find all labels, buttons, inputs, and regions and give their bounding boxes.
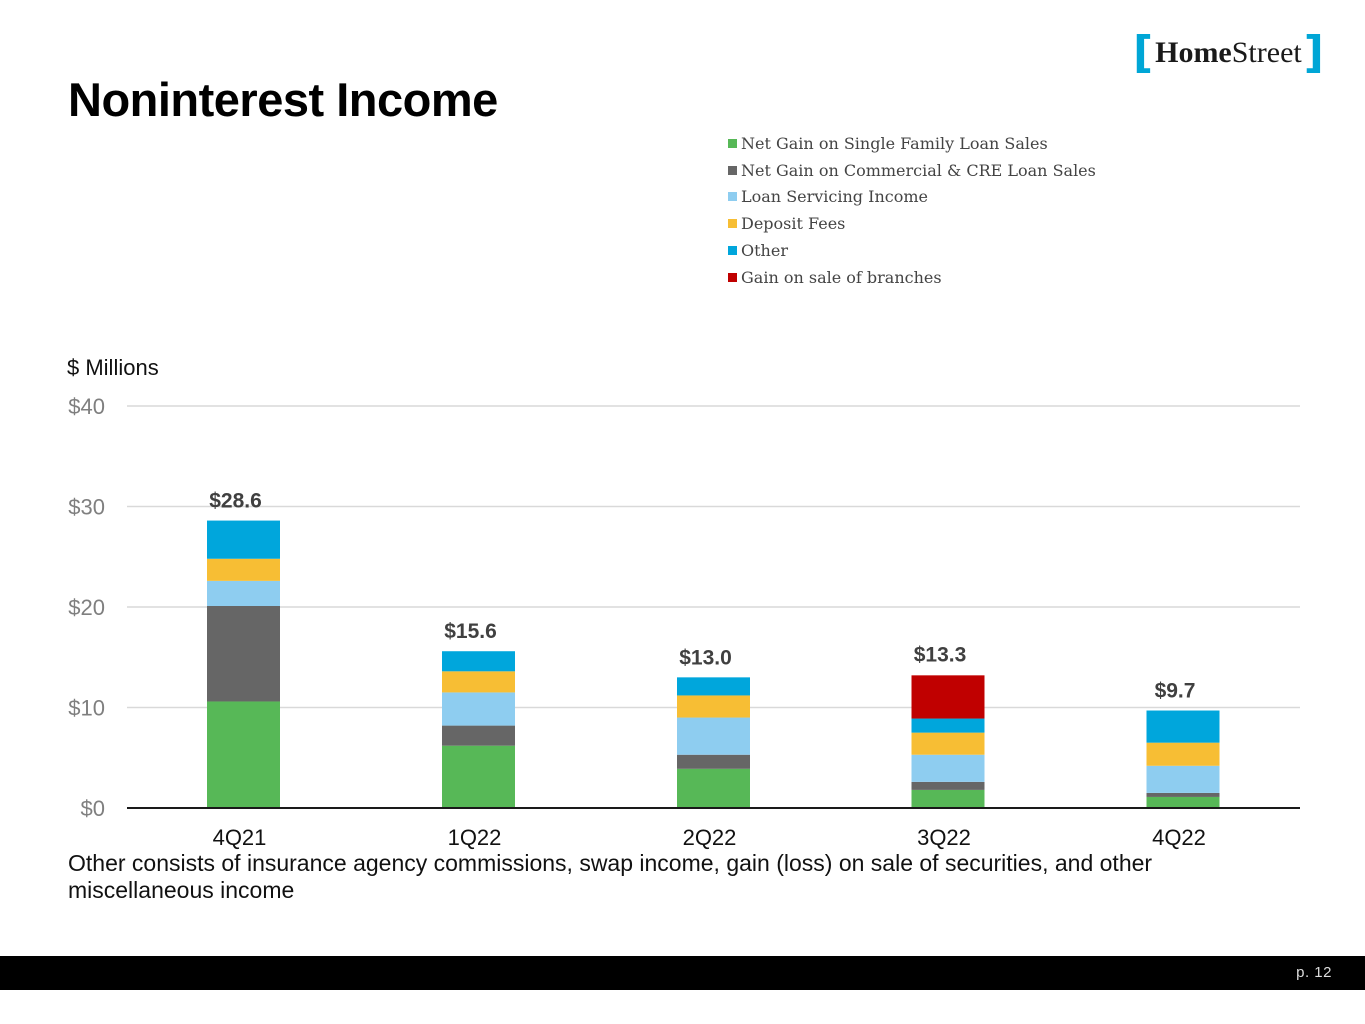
- x-tick-label: 2Q22: [683, 825, 737, 850]
- legend-swatch: [728, 138, 737, 148]
- legend-swatch: [728, 272, 737, 282]
- chart-legend: Net Gain on Single Family Loan Sales Net …: [728, 130, 1096, 291]
- legend-item: Loan Servicing Income: [728, 184, 1096, 211]
- bar-segment: [911, 789, 985, 808]
- y-tick-label: $30: [68, 495, 105, 520]
- x-tick-label: 1Q22: [448, 825, 502, 850]
- page-number: p. 12: [1296, 964, 1332, 981]
- bar-segment: [442, 725, 515, 746]
- logo-home-text: Home: [1155, 36, 1232, 69]
- legend-item: Other: [728, 237, 1096, 264]
- bar-segment: [207, 701, 280, 808]
- bar-segment: [442, 692, 515, 726]
- bar-segment: [677, 717, 750, 755]
- page-title: Noninterest Income: [68, 73, 498, 126]
- legend-item: Gain on sale of branches: [728, 264, 1096, 291]
- legend-swatch: [728, 165, 737, 175]
- bar-segment: [1146, 796, 1220, 808]
- bar-segment: [1146, 792, 1220, 797]
- bar-total-label: $13.0: [679, 646, 732, 669]
- bar-segment: [911, 675, 985, 719]
- y-tick-label: $0: [81, 796, 105, 821]
- bar-total-label: $9.7: [1155, 680, 1196, 703]
- bar-segment: [911, 781, 985, 790]
- logo-street-text: Street: [1231, 36, 1302, 69]
- legend-swatch: [728, 246, 737, 256]
- legend-label: Net Gain on Single Family Loan Sales: [741, 133, 1048, 153]
- homestreet-logo: [ HomeStreet ]: [1133, 27, 1324, 78]
- bar-segment: [207, 580, 280, 606]
- y-tick-label: $10: [68, 696, 105, 721]
- legend-item: Net Gain on Commercial & CRE Loan Sales: [728, 157, 1096, 184]
- bar-segment: [911, 754, 985, 782]
- bar-segment: [1146, 742, 1220, 766]
- legend-label: Other: [741, 241, 788, 261]
- bar-segment: [677, 677, 750, 696]
- y-tick-label: $40: [68, 394, 105, 419]
- legend-label: Gain on sale of branches: [741, 267, 942, 287]
- bar-segment: [677, 695, 750, 718]
- y-axis-unit-label: $ Millions: [67, 355, 159, 380]
- legend-label: Deposit Fees: [741, 214, 846, 234]
- legend-swatch: [728, 192, 737, 202]
- bar-segment: [1146, 710, 1220, 743]
- footnote: Other consists of insurance agency commi…: [68, 850, 1153, 903]
- legend-item: Deposit Fees: [728, 210, 1096, 237]
- bar-total-label: $28.6: [209, 490, 262, 513]
- bar-segment: [911, 718, 985, 733]
- logo-left-bracket: [: [1133, 27, 1154, 78]
- bar-segment: [1146, 765, 1220, 793]
- legend-label: Net Gain on Commercial & CRE Loan Sales: [741, 160, 1096, 180]
- legend-swatch: [728, 219, 737, 229]
- footer-bar: p. 12: [0, 956, 1365, 990]
- bar-segment: [677, 754, 750, 769]
- x-tick-label: 4Q21: [213, 825, 267, 850]
- bar-segment: [207, 558, 280, 581]
- logo-wordmark: HomeStreet: [1153, 38, 1304, 68]
- legend-item: Net Gain on Single Family Loan Sales: [728, 130, 1096, 157]
- logo-right-bracket: ]: [1303, 27, 1324, 78]
- bar-segment: [442, 651, 515, 672]
- y-tick-label: $20: [68, 595, 105, 620]
- bar-segment: [442, 745, 515, 808]
- legend-label: Loan Servicing Income: [741, 187, 928, 207]
- bar-segment: [207, 520, 280, 559]
- bar-segment: [442, 671, 515, 693]
- bar-total-label: $15.6: [444, 620, 497, 643]
- bar-total-label: $13.3: [914, 643, 967, 666]
- x-tick-label: 4Q22: [1152, 825, 1206, 850]
- bar-segment: [911, 732, 985, 755]
- stacked-bar-chart: $0 $10 $20 $30 $40 $28.6 4Q21 $15.6 1Q22 $13.0 2Q2…: [68, 394, 1300, 850]
- x-tick-label: 3Q22: [917, 825, 971, 850]
- bar-segment: [207, 605, 280, 702]
- bar-segment: [677, 768, 750, 808]
